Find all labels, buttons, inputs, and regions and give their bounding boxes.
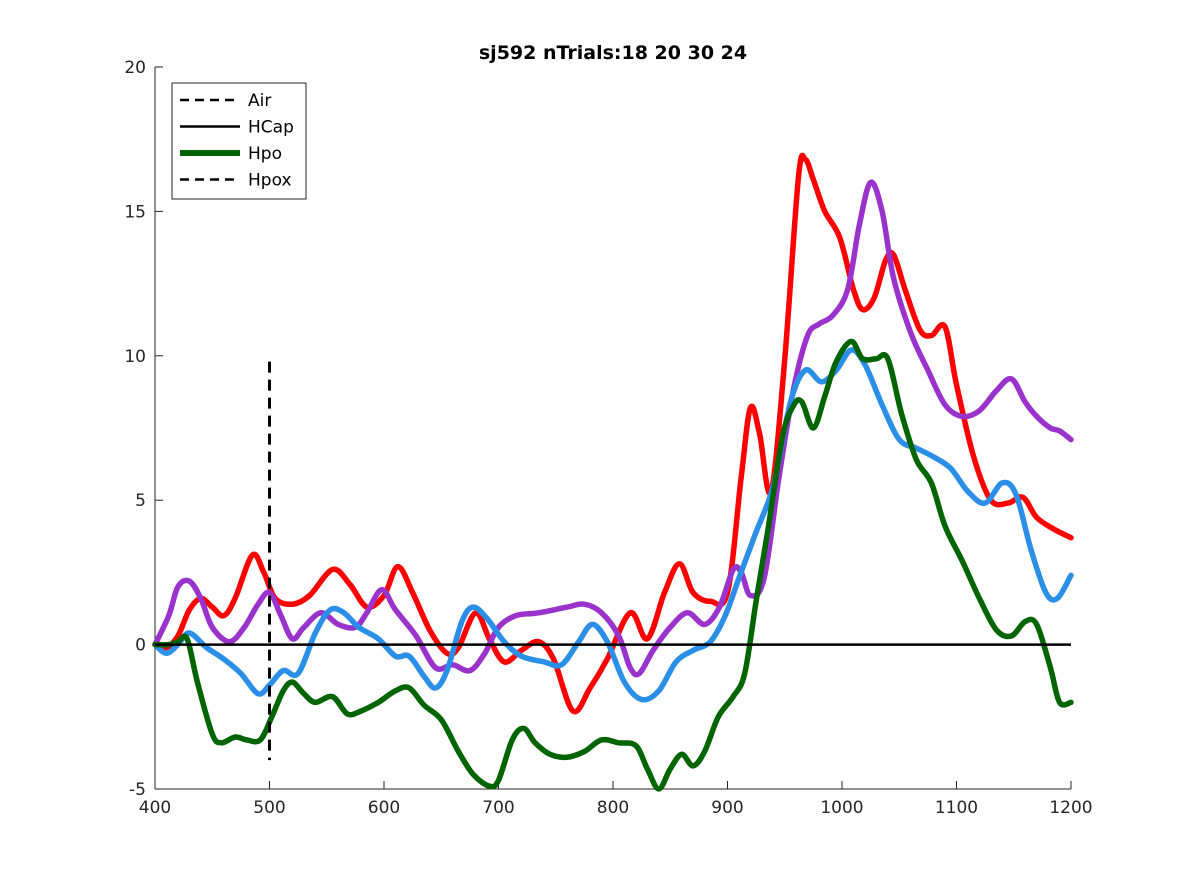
legend-label: HCap bbox=[248, 118, 294, 138]
legend: Air HCap Hpo Hpox bbox=[171, 82, 307, 200]
legend-label: Hpo bbox=[248, 144, 282, 164]
plot-area: 400 500 600 700 800 900 1000 1100 1200 -5 0 5 10 15 20 bbox=[124, 58, 1092, 818]
legend-box bbox=[171, 82, 307, 200]
legend-label: Air bbox=[248, 91, 271, 111]
chart-title: sj592 nTrials:18 20 30 24 bbox=[479, 42, 747, 64]
x-tick-label: 1100 bbox=[935, 798, 978, 818]
y-tick-label: 5 bbox=[135, 491, 146, 511]
series-line-3 bbox=[152, 347, 1074, 703]
x-tick-label: 900 bbox=[711, 798, 743, 818]
x-tick-label: 1200 bbox=[1049, 798, 1092, 818]
y-tick-label: 15 bbox=[124, 202, 146, 222]
y-tick-label: 20 bbox=[124, 58, 146, 78]
x-tick-label: 800 bbox=[597, 798, 629, 818]
x-tick-label: 500 bbox=[253, 798, 285, 818]
y-tick-label: 0 bbox=[135, 636, 146, 656]
x-tick-label: 1000 bbox=[820, 798, 863, 818]
series-line-2 bbox=[152, 179, 1074, 678]
series-line-1 bbox=[152, 152, 1074, 715]
y-tick-label: -5 bbox=[129, 780, 146, 800]
y-tick-label: 10 bbox=[124, 347, 146, 367]
series-line-4 bbox=[152, 338, 1074, 792]
x-tick-label: 700 bbox=[482, 798, 514, 818]
legend-label: Hpox bbox=[248, 171, 292, 191]
x-tick-label: 600 bbox=[368, 798, 400, 818]
x-tick-label: 400 bbox=[139, 798, 171, 818]
